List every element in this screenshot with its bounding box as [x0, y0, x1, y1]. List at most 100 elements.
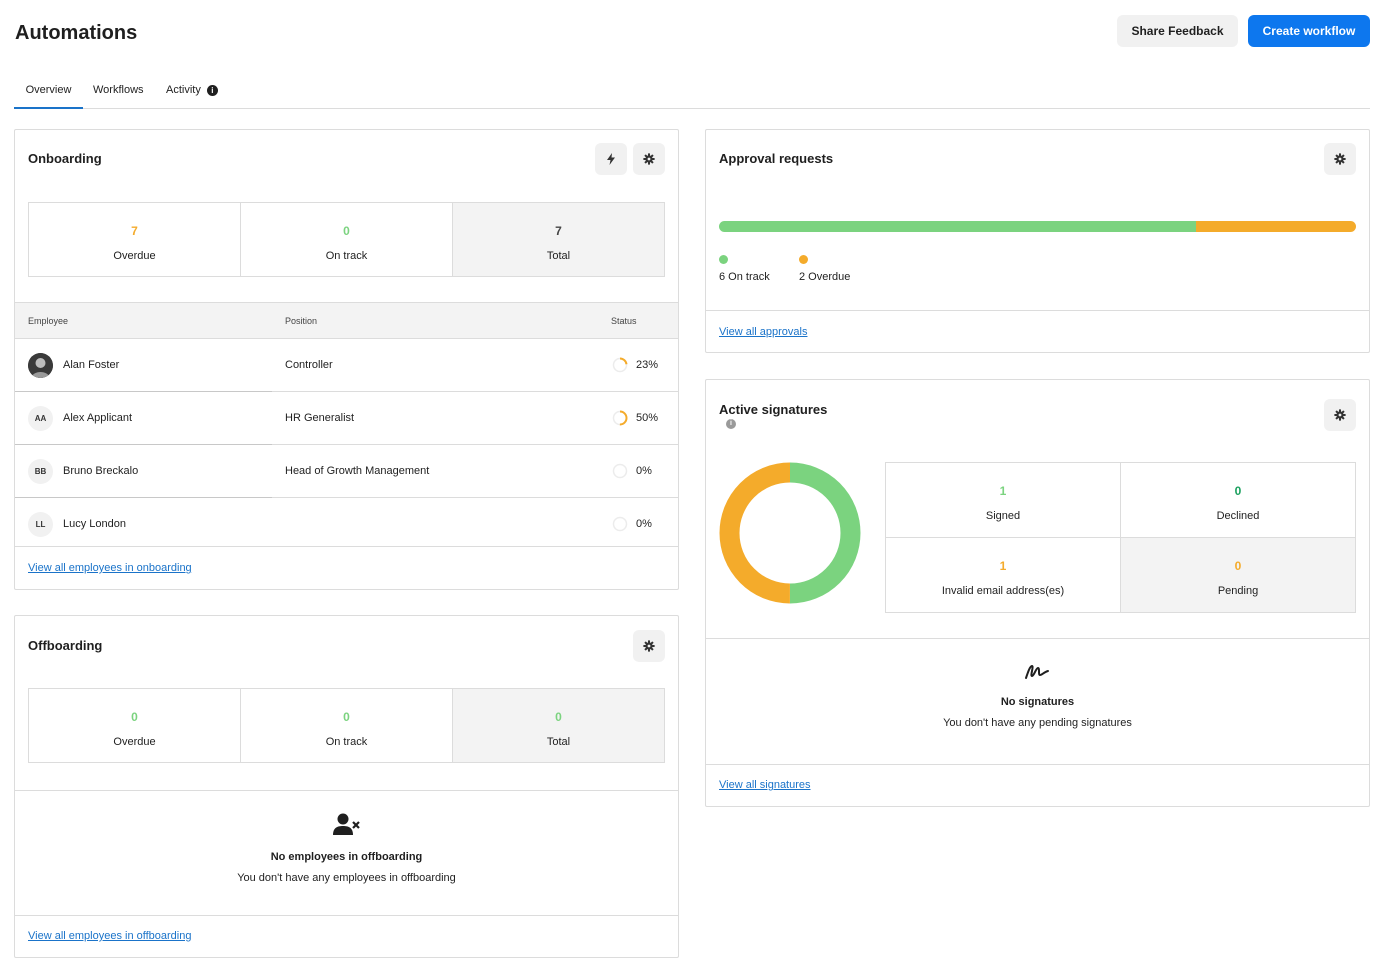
onboarding-stats: 7 Overdue 0 On track 7 Total — [28, 202, 665, 277]
gear-icon — [1334, 153, 1346, 165]
approvals-card: Approval requests 6 On track 2 Overdue V… — [705, 129, 1370, 353]
approvals-title: Approval requests — [719, 151, 834, 166]
offboarding-stats: 0 Overdue 0 On track 0 Total — [28, 688, 665, 763]
create-workflow-button[interactable]: Create workflow — [1248, 15, 1370, 47]
stat-label: Declined — [1216, 510, 1260, 522]
stat-value: 7 — [555, 224, 562, 238]
status-percent: 50% — [636, 412, 659, 424]
stat-label: Total — [546, 250, 571, 262]
table-row[interactable]: AA Alex Applicant HR Generalist 50% — [15, 392, 678, 445]
empty-text: You don't have any employees in offboard… — [237, 872, 456, 884]
employee-name: Lucy London — [63, 518, 126, 530]
tab-overview[interactable]: Overview — [14, 72, 83, 109]
progress-ring-icon — [612, 357, 628, 373]
stat-total: 0 Total — [453, 689, 664, 762]
lightning-icon — [607, 153, 615, 165]
column-position: Position — [285, 316, 318, 326]
stat-value: 0 — [343, 224, 350, 238]
stat-overdue: 7 Overdue — [29, 203, 241, 276]
empty-text: You don't have any pending signatures — [943, 717, 1132, 729]
status-progress: 23% — [612, 355, 658, 375]
avatar: LL — [28, 512, 53, 537]
stat-value: 0 — [1234, 559, 1242, 573]
donut-invalid-slice — [719, 462, 861, 604]
progress-ring-icon — [612, 410, 628, 426]
tab-workflows[interactable]: Workflows — [93, 72, 144, 109]
stat-invalid-email: 1 Invalid email address(es) — [886, 538, 1121, 612]
employee-name: Alex Applicant — [63, 412, 133, 424]
view-signatures-link[interactable]: View all signatures — [719, 779, 811, 791]
stat-value: 1 — [999, 484, 1007, 498]
approvals-settings-button[interactable] — [1324, 143, 1356, 175]
stat-pending: 0 Pending — [1121, 538, 1355, 612]
stat-label: On track — [325, 250, 368, 262]
status-percent: 0% — [636, 518, 652, 530]
employee-name: Alan Foster — [63, 359, 120, 371]
stat-on-track: 0 On track — [241, 689, 453, 762]
status-progress: 50% — [612, 408, 658, 428]
on-track-legend-label: 6 On track — [719, 271, 770, 283]
stat-label: On track — [325, 736, 368, 748]
onboarding-card: Onboarding 7 Overdue 0 On track 7 Total Emp… — [14, 129, 679, 590]
on-track-legend-dot — [719, 255, 728, 264]
signatures-title: Active signatures — [719, 402, 828, 417]
approval-progress-bar — [719, 221, 1356, 232]
employee-position: Controller — [285, 359, 333, 371]
approval-on-track-segment — [719, 221, 1197, 232]
onboarding-settings-button[interactable] — [633, 143, 665, 175]
stat-value: 0 — [343, 710, 350, 724]
stat-value: 7 — [131, 224, 138, 238]
status-percent: 0% — [636, 465, 652, 477]
stat-signed: 1 Signed — [886, 463, 1121, 538]
progress-arc — [612, 410, 628, 426]
tab-activity[interactable]: Activity i — [166, 72, 218, 109]
status-percent: 23% — [636, 359, 659, 371]
column-employee: Employee — [28, 316, 69, 326]
approval-overdue-segment — [1196, 221, 1356, 232]
table-row[interactable]: BB Bruno Breckalo Head of Growth Managem… — [15, 445, 678, 498]
stat-label: Signed — [985, 510, 1021, 522]
table-header: Employee Position Status — [15, 302, 678, 339]
view-onboarding-link[interactable]: View all employees in onboarding — [28, 562, 192, 574]
info-icon[interactable]: i — [726, 419, 736, 429]
tab-activity-label: Activity — [166, 84, 201, 96]
offboarding-settings-button[interactable] — [633, 630, 665, 662]
stat-declined: 0 Declined — [1121, 463, 1355, 538]
avatar: AA — [28, 406, 53, 431]
status-progress: 0% — [612, 461, 652, 481]
stat-label: Invalid email address(es) — [941, 585, 1065, 597]
tab-workflows-label: Workflows — [93, 84, 144, 96]
stat-on-track: 0 On track — [241, 203, 453, 276]
view-approvals-link[interactable]: View all approvals — [719, 326, 808, 338]
signatures-settings-button[interactable] — [1324, 399, 1356, 431]
share-feedback-button[interactable]: Share Feedback — [1117, 15, 1238, 47]
table-row[interactable]: Alan Foster Controller 23% — [15, 339, 678, 392]
table-row[interactable]: LL Lucy London 0% — [15, 498, 678, 551]
progress-ring-icon — [612, 463, 628, 479]
stat-label: Overdue — [113, 250, 156, 262]
stat-label: Overdue — [113, 736, 156, 748]
view-offboarding-link[interactable]: View all employees in offboarding — [28, 930, 192, 942]
employee-name: Bruno Breckalo — [63, 465, 139, 477]
stat-value: 0 — [1234, 484, 1242, 498]
lightning-button[interactable] — [595, 143, 627, 175]
employee-position: Head of Growth Management — [285, 465, 430, 477]
offboarding-title: Offboarding — [28, 638, 103, 653]
empty-title: No signatures — [1000, 696, 1075, 708]
page-title: Automations — [15, 22, 138, 44]
tab-overview-label: Overview — [25, 84, 72, 96]
offboarding-card: Offboarding 0 Overdue 0 On track 0 Total No… — [14, 615, 679, 958]
signature-icon — [1024, 664, 1049, 679]
tab-bar: Overview Workflows Activity i — [14, 72, 1370, 109]
stat-value: 0 — [555, 710, 562, 724]
employee-position: HR Generalist — [285, 412, 355, 424]
stat-total: 7 Total — [453, 203, 664, 276]
signatures-empty-state: No signatures You don't have any pending… — [706, 662, 1369, 729]
avatar-photo-icon — [28, 353, 53, 378]
offboarding-empty-state: No employees in offboarding You don't ha… — [15, 813, 678, 884]
info-icon: i — [206, 85, 218, 96]
stat-overdue: 0 Overdue — [29, 689, 241, 762]
signatures-card: Active signatures i 1 Signed 0 Declined 1 I… — [705, 379, 1370, 807]
user-remove-icon — [332, 813, 360, 835]
progress-ring-icon — [612, 516, 628, 532]
